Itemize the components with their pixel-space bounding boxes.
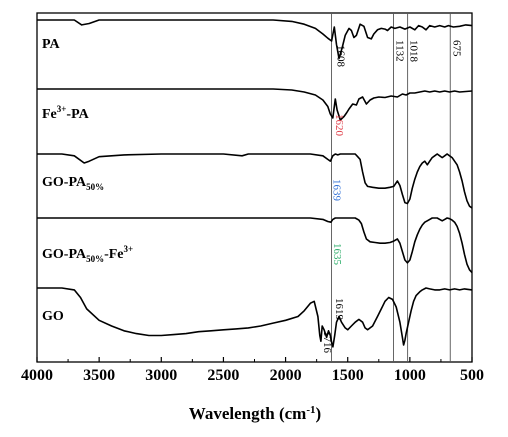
x-axis: 4000 3500 3000 2500 2000 1500 1000 500 — [21, 357, 484, 384]
series-label-part: GO-PA — [42, 175, 87, 190]
series-line — [37, 287, 473, 348]
series-label: GO — [42, 309, 64, 324]
peak-label: 1018 — [408, 40, 420, 63]
reference-lines — [331, 13, 451, 362]
peak-annotation: 1620 — [333, 114, 345, 137]
peak-annotation: 1608 — [334, 45, 346, 68]
series-line — [37, 153, 473, 209]
peak-label: 1132 — [393, 40, 405, 62]
series-line — [37, 217, 473, 274]
series-label-part: GO — [42, 309, 64, 324]
series-label-part: 50% — [86, 254, 104, 264]
series-label: GO-PA50%-Fe3+ — [42, 244, 133, 264]
x-tick-label: 2000 — [270, 367, 302, 384]
series-label-part: GO-PA — [42, 247, 87, 262]
series-layer — [37, 19, 473, 348]
x-tick-label: 4000 — [21, 367, 53, 384]
x-tick-label: 2500 — [207, 367, 239, 384]
series-label-part: 3+ — [57, 104, 67, 114]
peak-annotation: 1635 — [331, 243, 343, 266]
x-tick-label: 3000 — [145, 367, 177, 384]
series-label-part: 50% — [86, 182, 104, 192]
peak-label: 675 — [450, 40, 462, 57]
x-tick-label: 500 — [460, 367, 484, 384]
series-label-part: PA — [42, 37, 61, 52]
x-tick-label: 1500 — [332, 367, 364, 384]
x-axis-label-text: Wavelength (cm — [189, 404, 307, 423]
series-label-part: -PA — [66, 107, 89, 122]
x-axis-label: Wavelength (cm-1) — [189, 404, 321, 423]
peak-annotation: 1639 — [330, 179, 342, 202]
x-tick-label: 1000 — [394, 367, 426, 384]
x-axis-label-sup: -1 — [306, 404, 315, 416]
peak-annotation: 1716 — [321, 331, 333, 354]
series-label: PA — [42, 37, 61, 52]
x-axis-label-tail: ) — [316, 404, 322, 423]
x-tick-label: 3500 — [83, 367, 115, 384]
series-label-part: Fe — [42, 107, 57, 122]
series-line — [37, 19, 473, 60]
series-label-part: -Fe — [104, 247, 123, 262]
peak-annotation: 1619 — [333, 298, 345, 321]
series-label: GO-PA50% — [42, 175, 104, 192]
series-label: Fe3+-PA — [42, 104, 90, 122]
series-line — [37, 88, 473, 121]
series-label-part: 3+ — [124, 244, 134, 254]
